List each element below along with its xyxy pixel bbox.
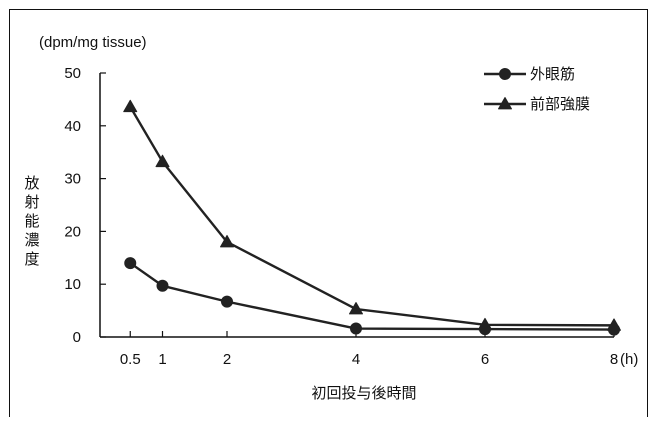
- x-tick-label: 0.5: [120, 351, 141, 368]
- x-tick-label: 4: [352, 351, 360, 368]
- series-line: [129, 262, 615, 331]
- series-line: [129, 106, 615, 327]
- series-layer: [123, 99, 621, 336]
- legend-marker: [499, 68, 511, 80]
- x-tick-label: 6: [481, 351, 489, 368]
- x-tick-label: 2: [223, 351, 231, 368]
- x-axis-title: 初回投与後時間: [311, 385, 416, 402]
- chart-frame: [9, 9, 648, 417]
- series-1: [124, 257, 620, 336]
- y-axis-title-char: 射: [24, 194, 39, 211]
- y-tick-label: 20: [64, 223, 81, 240]
- data-point: [349, 302, 363, 315]
- y-axis-title-char: 濃: [24, 232, 39, 249]
- legend-label: 前部強膜: [530, 96, 590, 113]
- data-point: [155, 154, 170, 168]
- x-tick-label: 1: [158, 351, 166, 368]
- data-point: [123, 99, 138, 113]
- x-tick-label: 8: [610, 351, 618, 368]
- data-point: [220, 234, 234, 248]
- series-2: [123, 99, 621, 331]
- y-axis-title-char: 度: [24, 251, 39, 268]
- y-tick-label: 30: [64, 171, 81, 188]
- legend-marker: [498, 97, 512, 110]
- x-axis-unit-label: (h): [620, 351, 638, 368]
- data-point: [124, 257, 137, 270]
- y-tick-label: 10: [64, 276, 81, 293]
- legend-item: 前部強膜: [484, 96, 590, 113]
- data-point: [607, 318, 621, 331]
- y-axis-unit-label: (dpm/mg tissue): [39, 34, 147, 51]
- data-point: [221, 295, 233, 308]
- y-tick-label: 40: [64, 118, 81, 135]
- legend-label: 外眼筋: [530, 66, 575, 83]
- data-point: [156, 279, 169, 292]
- data-point: [350, 322, 362, 335]
- y-tick-label: 50: [64, 65, 81, 82]
- y-axis: 0 10 20 30 40 50: [64, 65, 106, 346]
- y-axis-title-char: 能: [24, 213, 39, 230]
- legend-item: 外眼筋: [484, 66, 575, 83]
- x-axis: 0.5 1 2 4 6 8: [100, 331, 618, 368]
- y-tick-label: 0: [73, 329, 81, 346]
- y-axis-title-char: 放: [24, 175, 39, 192]
- data-point: [478, 317, 492, 331]
